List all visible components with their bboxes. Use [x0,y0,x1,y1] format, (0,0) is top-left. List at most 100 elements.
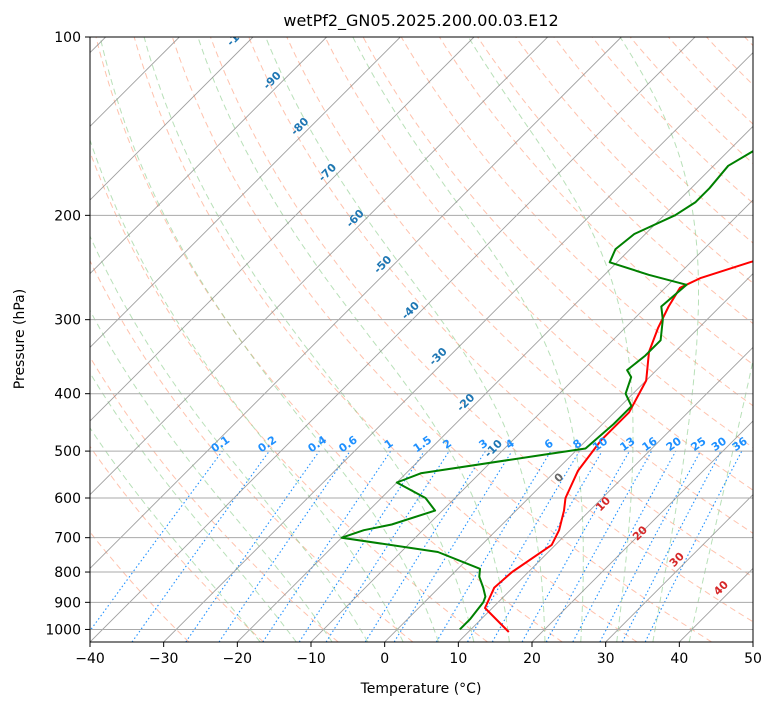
dry-adiabat [515,37,753,284]
isotherm-line [752,641,753,642]
dry-adiabat [324,37,753,491]
dry-adiabat [210,37,753,623]
y-tick-label: 100 [54,30,81,46]
isotherm-line [90,37,696,642]
dry-adiabat [90,259,414,642]
isotherm-line [458,346,753,642]
y-tick-label: 500 [54,444,81,460]
moist-adiabat [90,138,404,642]
x-tick-label: −20 [223,651,253,667]
moist-adiabat [467,37,634,642]
mixing-ratio-label: 6 [542,437,556,452]
mixing-ratio-line [131,450,270,642]
dry-adiabat-label: 10 [593,494,613,514]
isotherm-line [90,37,622,569]
mixing-ratio-label: 0.4 [306,433,330,455]
moist-adiabat [197,37,510,642]
isotherm-line [531,420,753,642]
isotherm-label: -30 [426,345,449,368]
y-tick-label: 800 [54,565,81,581]
plot-frame [89,36,754,643]
x-tick-label: 40 [670,651,688,667]
moist-adiabat [688,358,753,642]
mixing-ratio-line [364,450,486,642]
isotherm-line [679,567,753,642]
mixing-ratio-line [90,450,223,632]
isotherm-line [163,52,753,642]
y-axis-label: Pressure (hPa) [12,289,28,389]
label-layer: 0.1 0.2 0.4 0.6 1 1.5 2 3 4 6 8 10 13 16 20 25 30 36-100-… [209,20,750,598]
dry-adiabat [553,37,753,244]
mixing-ratio-line [262,450,392,642]
isotherm-label: -70 [316,161,339,184]
moist-adiabat [619,37,699,642]
x-tick-label: 20 [523,651,541,667]
dry-adiabat [629,37,753,165]
grid-layer [90,37,753,642]
dry-adiabat [90,356,339,642]
y-tick-label: 600 [54,491,81,507]
isotherm-line [90,37,327,275]
moist-adiabat [99,37,439,642]
data-layer [340,150,753,633]
dry-adiabat [248,37,753,578]
mixing-ratio-line [393,450,513,642]
temperature-profile-line [484,260,753,633]
x-axis-label: Temperature (°C) [360,681,482,697]
dry-adiabat [90,150,488,642]
dry-adiabat [90,445,264,642]
y-tick-label: 400 [54,387,81,403]
x-tick-label: 10 [449,651,467,667]
isotherm-label: -20 [454,391,477,414]
mixing-ratio-line [435,450,552,642]
x-tick-label: −10 [296,651,326,667]
isotherm-line [90,37,254,201]
dry-adiabat-label: 40 [711,578,731,598]
x-tick-label: −40 [75,651,105,667]
moist-adiabat [143,37,475,642]
axis-layer: −40 −30 −20 −10 0 10 20 30 40 5010020030040050060… [45,30,762,667]
dry-adiabat [133,37,638,642]
y-tick-label: 300 [54,313,81,329]
moist-adiabat [90,427,261,642]
dry-adiabat [706,37,753,86]
isotherm-line [90,37,548,496]
dry-adiabat [477,37,753,325]
mixing-ratio-line [521,450,630,642]
mixing-ratio-line [325,450,450,642]
isotherm-line [605,494,753,642]
isotherm-line [90,37,401,348]
mixing-ratio-label: 1.5 [411,433,434,455]
dry-adiabat [90,531,190,642]
isotherm-line [384,273,753,642]
mixing-ratio-line [185,450,320,642]
dry-adiabat [171,37,712,642]
y-tick-label: 1000 [45,622,81,638]
mixing-ratio-label: 0.1 [209,433,232,455]
dry-adiabat [591,37,753,204]
isotherm-label: -50 [371,253,394,276]
mixing-ratio-line [491,450,603,642]
dry-adiabat-label: 30 [667,549,687,569]
dry-adiabat [668,37,753,125]
moist-adiabat [90,309,333,642]
mixing-ratio-line [467,450,580,642]
moist-adiabat [90,235,369,642]
isotherm-label: -60 [344,207,367,230]
moist-adiabat [352,37,584,642]
dry-adiabat [744,37,753,47]
mixing-ratio-line [599,450,701,642]
x-tick-label: −30 [149,651,179,667]
moist-adiabat [265,37,546,642]
y-tick-label: 200 [54,208,81,224]
mixing-ratio-label: 2 [440,437,454,452]
x-tick-label: 30 [597,651,615,667]
x-tick-label: 50 [744,651,762,667]
mixing-ratio-label: 0.6 [336,433,360,455]
dewpoint-profile-line [340,150,753,631]
isotherm-label: -100 [224,20,253,49]
isotherm-label: -80 [288,115,311,138]
moist-adiabat [90,371,297,642]
